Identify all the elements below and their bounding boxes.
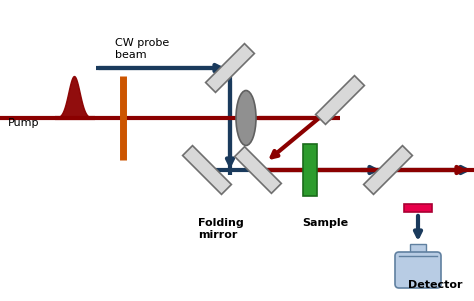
Ellipse shape bbox=[236, 91, 256, 145]
Bar bbox=[303, 144, 317, 196]
Polygon shape bbox=[235, 147, 282, 193]
Bar bbox=[410, 244, 426, 256]
Text: Detector: Detector bbox=[408, 280, 463, 290]
Polygon shape bbox=[206, 44, 255, 92]
Text: Folding
mirror: Folding mirror bbox=[198, 218, 244, 240]
Text: Pump: Pump bbox=[8, 118, 39, 128]
Polygon shape bbox=[182, 146, 231, 194]
Text: Sample: Sample bbox=[302, 218, 348, 228]
Polygon shape bbox=[316, 76, 365, 124]
Polygon shape bbox=[364, 146, 412, 194]
FancyBboxPatch shape bbox=[395, 252, 441, 288]
Bar bbox=[404, 204, 432, 212]
Text: CW probe
beam: CW probe beam bbox=[115, 38, 169, 60]
